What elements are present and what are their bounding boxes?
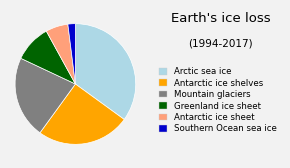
Text: Earth's ice loss: Earth's ice loss <box>171 12 270 25</box>
Wedge shape <box>68 24 75 84</box>
Wedge shape <box>15 58 75 133</box>
Legend: Arctic sea ice, Antarctic ice shelves, Mountain glaciers, Greenland ice sheet, A: Arctic sea ice, Antarctic ice shelves, M… <box>158 67 278 134</box>
Wedge shape <box>75 24 136 119</box>
Wedge shape <box>46 24 75 84</box>
Wedge shape <box>40 84 124 144</box>
Wedge shape <box>21 31 75 84</box>
Text: (1994-2017): (1994-2017) <box>188 39 253 49</box>
